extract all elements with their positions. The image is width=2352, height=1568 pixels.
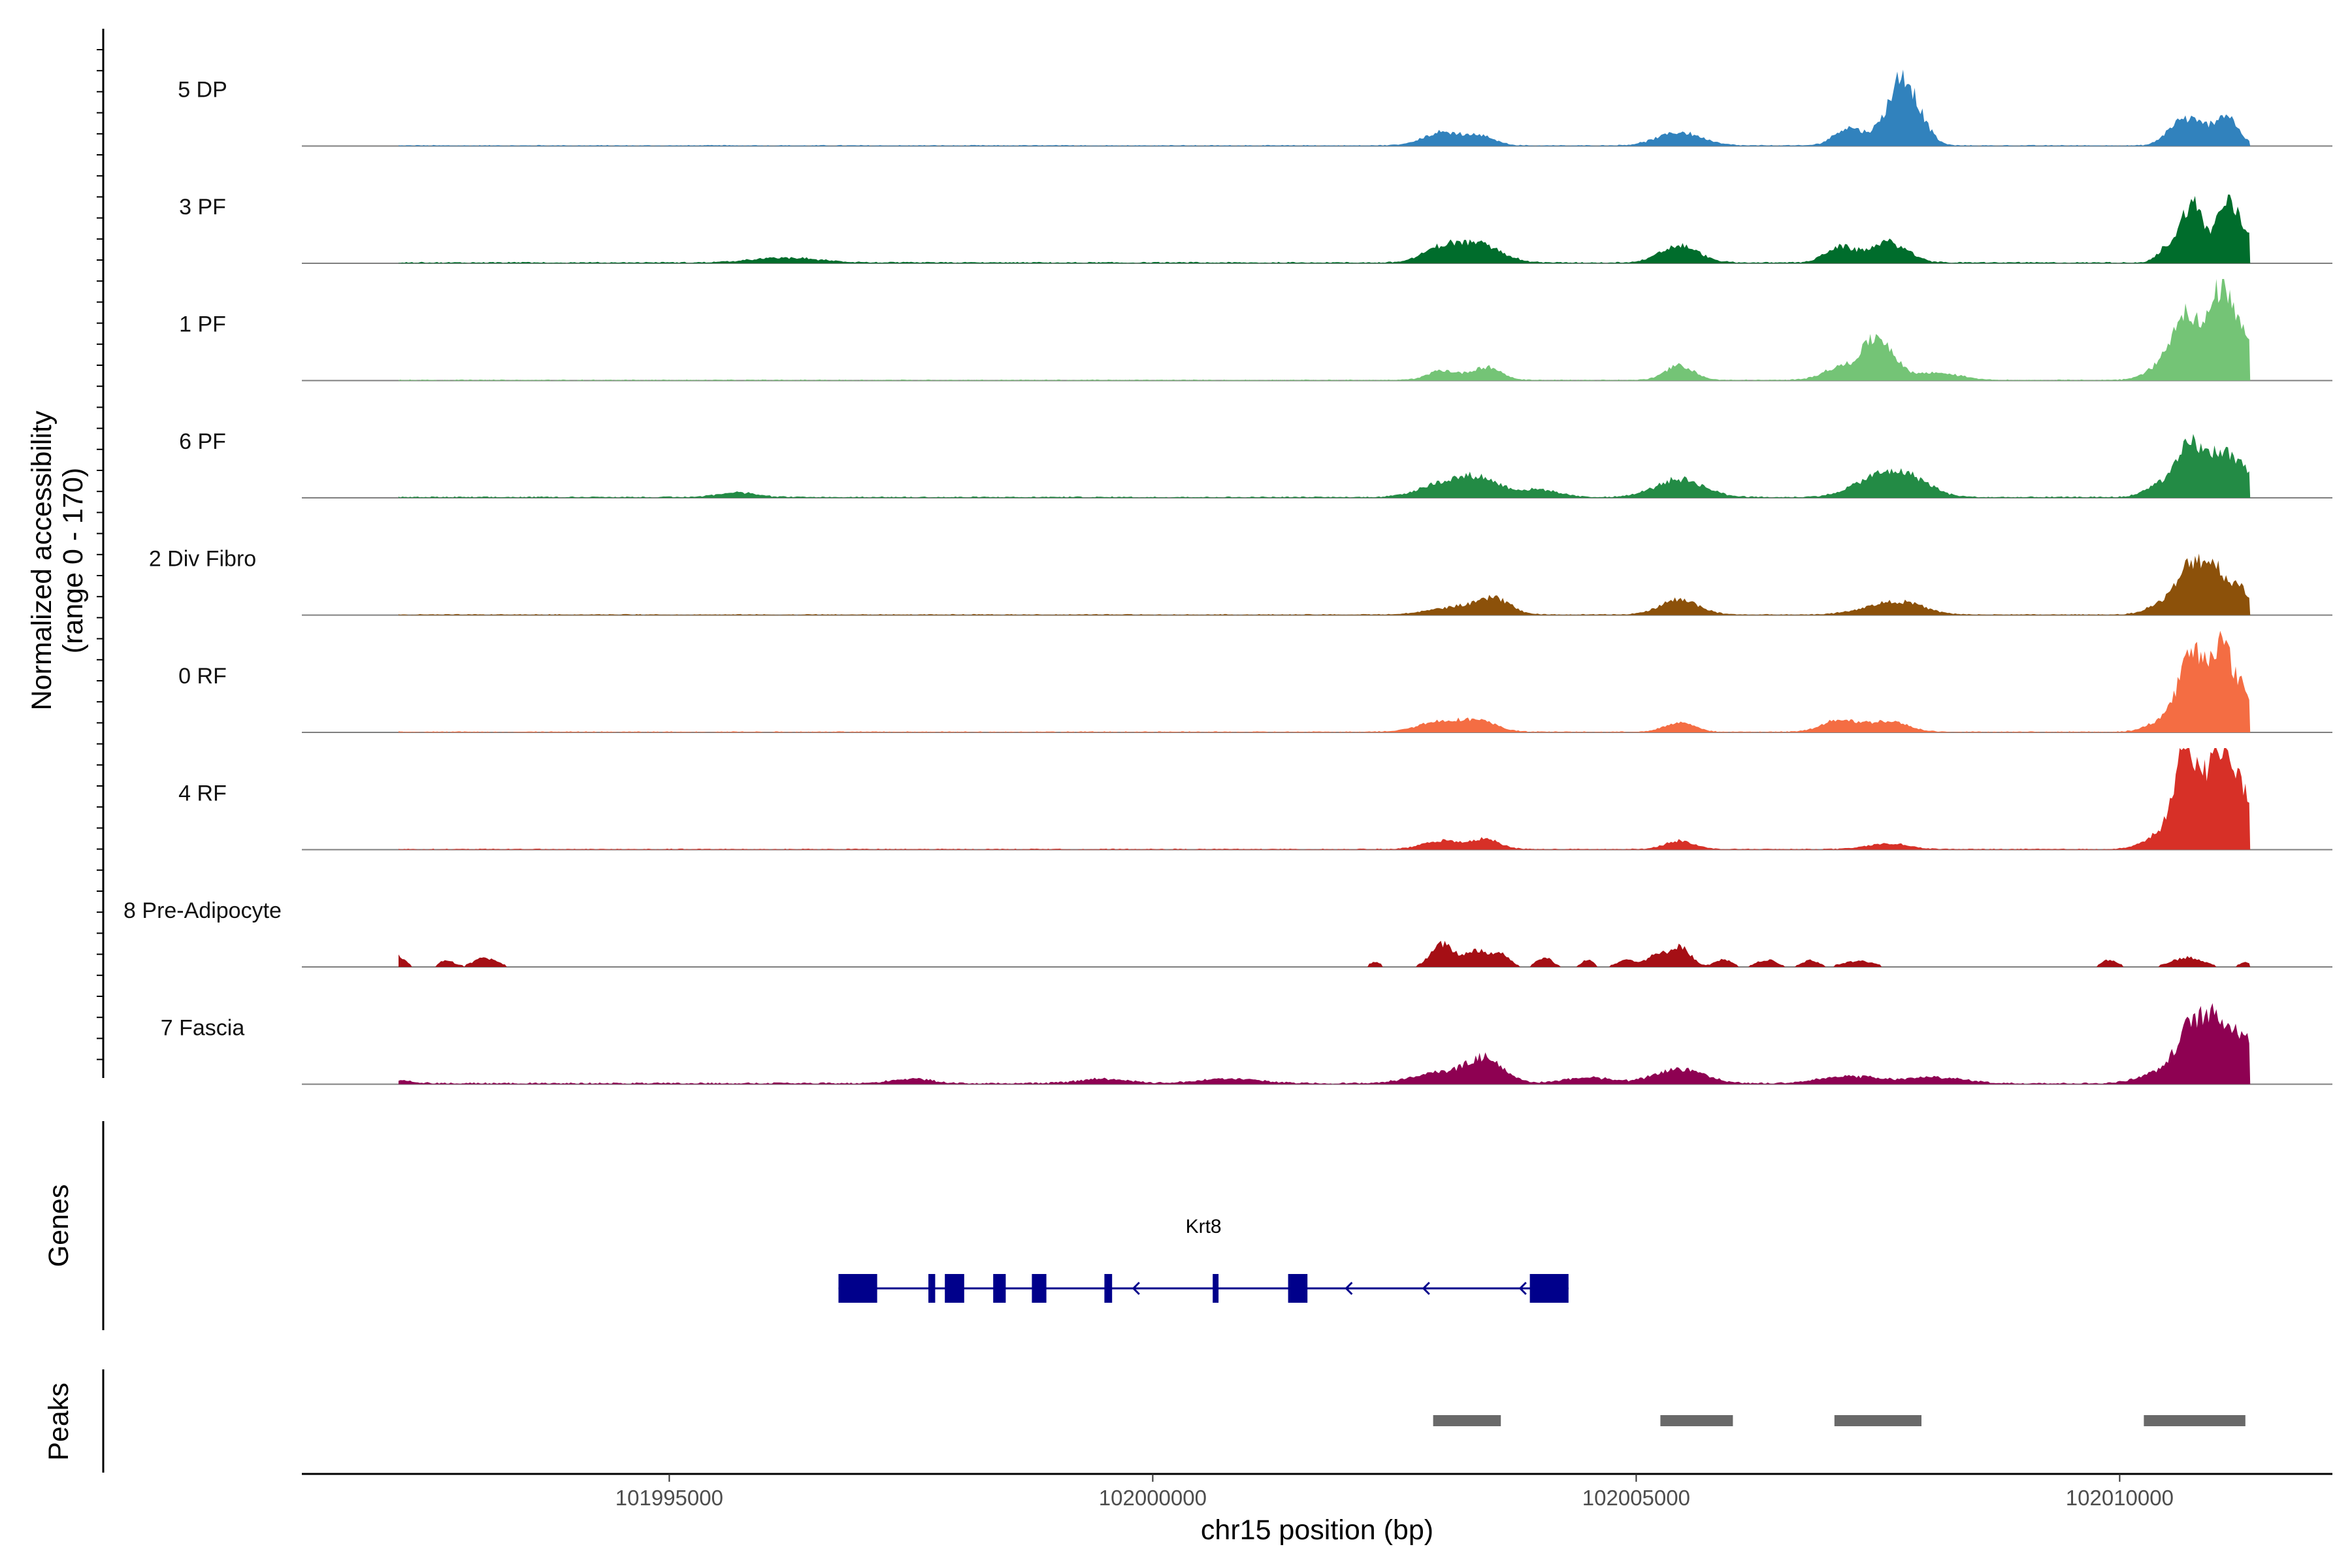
x-axis-title: chr15 position (bp): [1201, 1514, 1433, 1546]
gene-exon: [1104, 1274, 1113, 1303]
strand-arrow: [1345, 1281, 1353, 1296]
track-label: 5 DP: [178, 78, 227, 103]
track-3-pf: 3 PF: [179, 194, 2332, 264]
coverage-area: [399, 748, 2251, 850]
peak-bar: [1433, 1415, 1501, 1426]
x-axis-ticks: 101995000 102000000 102005000 102010000: [615, 1474, 2174, 1510]
coverage-area: [399, 1003, 2251, 1085]
coverage-area: [399, 630, 2251, 732]
coverage-y-ticks: [97, 49, 103, 1060]
track-0-rf: 0 RF: [178, 630, 2332, 733]
peak-bars: [1433, 1415, 2246, 1426]
gene-exon: [1213, 1274, 1219, 1303]
strand-arrow: [1422, 1281, 1430, 1296]
track-label: 6 PF: [179, 429, 226, 454]
track-label: 8 Pre-Adipocyte: [123, 898, 282, 923]
track-6-pf: 6 PF: [179, 429, 2332, 498]
gene-exon: [838, 1274, 877, 1303]
track-label: 1 PF: [179, 312, 226, 337]
coverage-tracks: 5 DP 3 PF 1 PF 6 PF 2 Div Fibro 0 RF 4 RF 8 Pre…: [123, 69, 2332, 1085]
gene-exon: [1288, 1274, 1308, 1303]
gene-exon: [1529, 1274, 1569, 1303]
gene-model: Krt8: [838, 1216, 1569, 1303]
coverage-area: [399, 941, 2251, 967]
coverage-area: [399, 69, 2251, 146]
track-label: 4 RF: [178, 781, 227, 806]
gene-label: Krt8: [1186, 1216, 1222, 1237]
gene-exon: [1032, 1274, 1047, 1303]
gene-exon: [993, 1274, 1006, 1303]
x-axis-tick-label: 101995000: [615, 1486, 723, 1510]
x-axis-tick-label: 102000000: [1099, 1486, 1207, 1510]
track-label: 2 Div Fibro: [149, 547, 256, 572]
x-axis-tick-label: 102010000: [2066, 1486, 2174, 1510]
peak-bar: [2144, 1415, 2246, 1426]
track-2-div-fibro: 2 Div Fibro: [149, 547, 2332, 616]
track-4-rf: 4 RF: [178, 748, 2332, 851]
x-axis-tick-label: 102005000: [1582, 1486, 1690, 1510]
track-label: 0 RF: [178, 664, 227, 689]
track-label: 3 PF: [179, 195, 226, 220]
track-7-fascia: 7 Fascia: [161, 1003, 2332, 1085]
genes-panel-title: Genes: [43, 1184, 74, 1267]
coverage-area: [399, 194, 2251, 263]
coverage-area: [399, 279, 2251, 381]
coverage-area: [399, 553, 2251, 615]
peak-bar: [1834, 1415, 1921, 1426]
gene-exon: [928, 1274, 936, 1303]
coverage-area: [399, 434, 2251, 498]
track-label: 7 Fascia: [161, 1016, 245, 1041]
y-axis-title-line2: (range 0 - 170): [57, 468, 89, 653]
track-5-dp: 5 DP: [178, 69, 2332, 147]
gene-krt8: Krt8: [838, 1216, 1569, 1303]
peaks-panel-title: Peaks: [43, 1382, 74, 1461]
track-1-pf: 1 PF: [179, 279, 2332, 382]
peak-bar: [1660, 1415, 1733, 1426]
strand-arrow: [1132, 1281, 1140, 1296]
track-8-pre-adipocyte: 8 Pre-Adipocyte: [123, 898, 2332, 968]
strand-arrow: [1518, 1281, 1527, 1296]
gene-exon: [945, 1274, 964, 1303]
y-axis-title-line1: Normalized accessibility: [26, 410, 57, 710]
